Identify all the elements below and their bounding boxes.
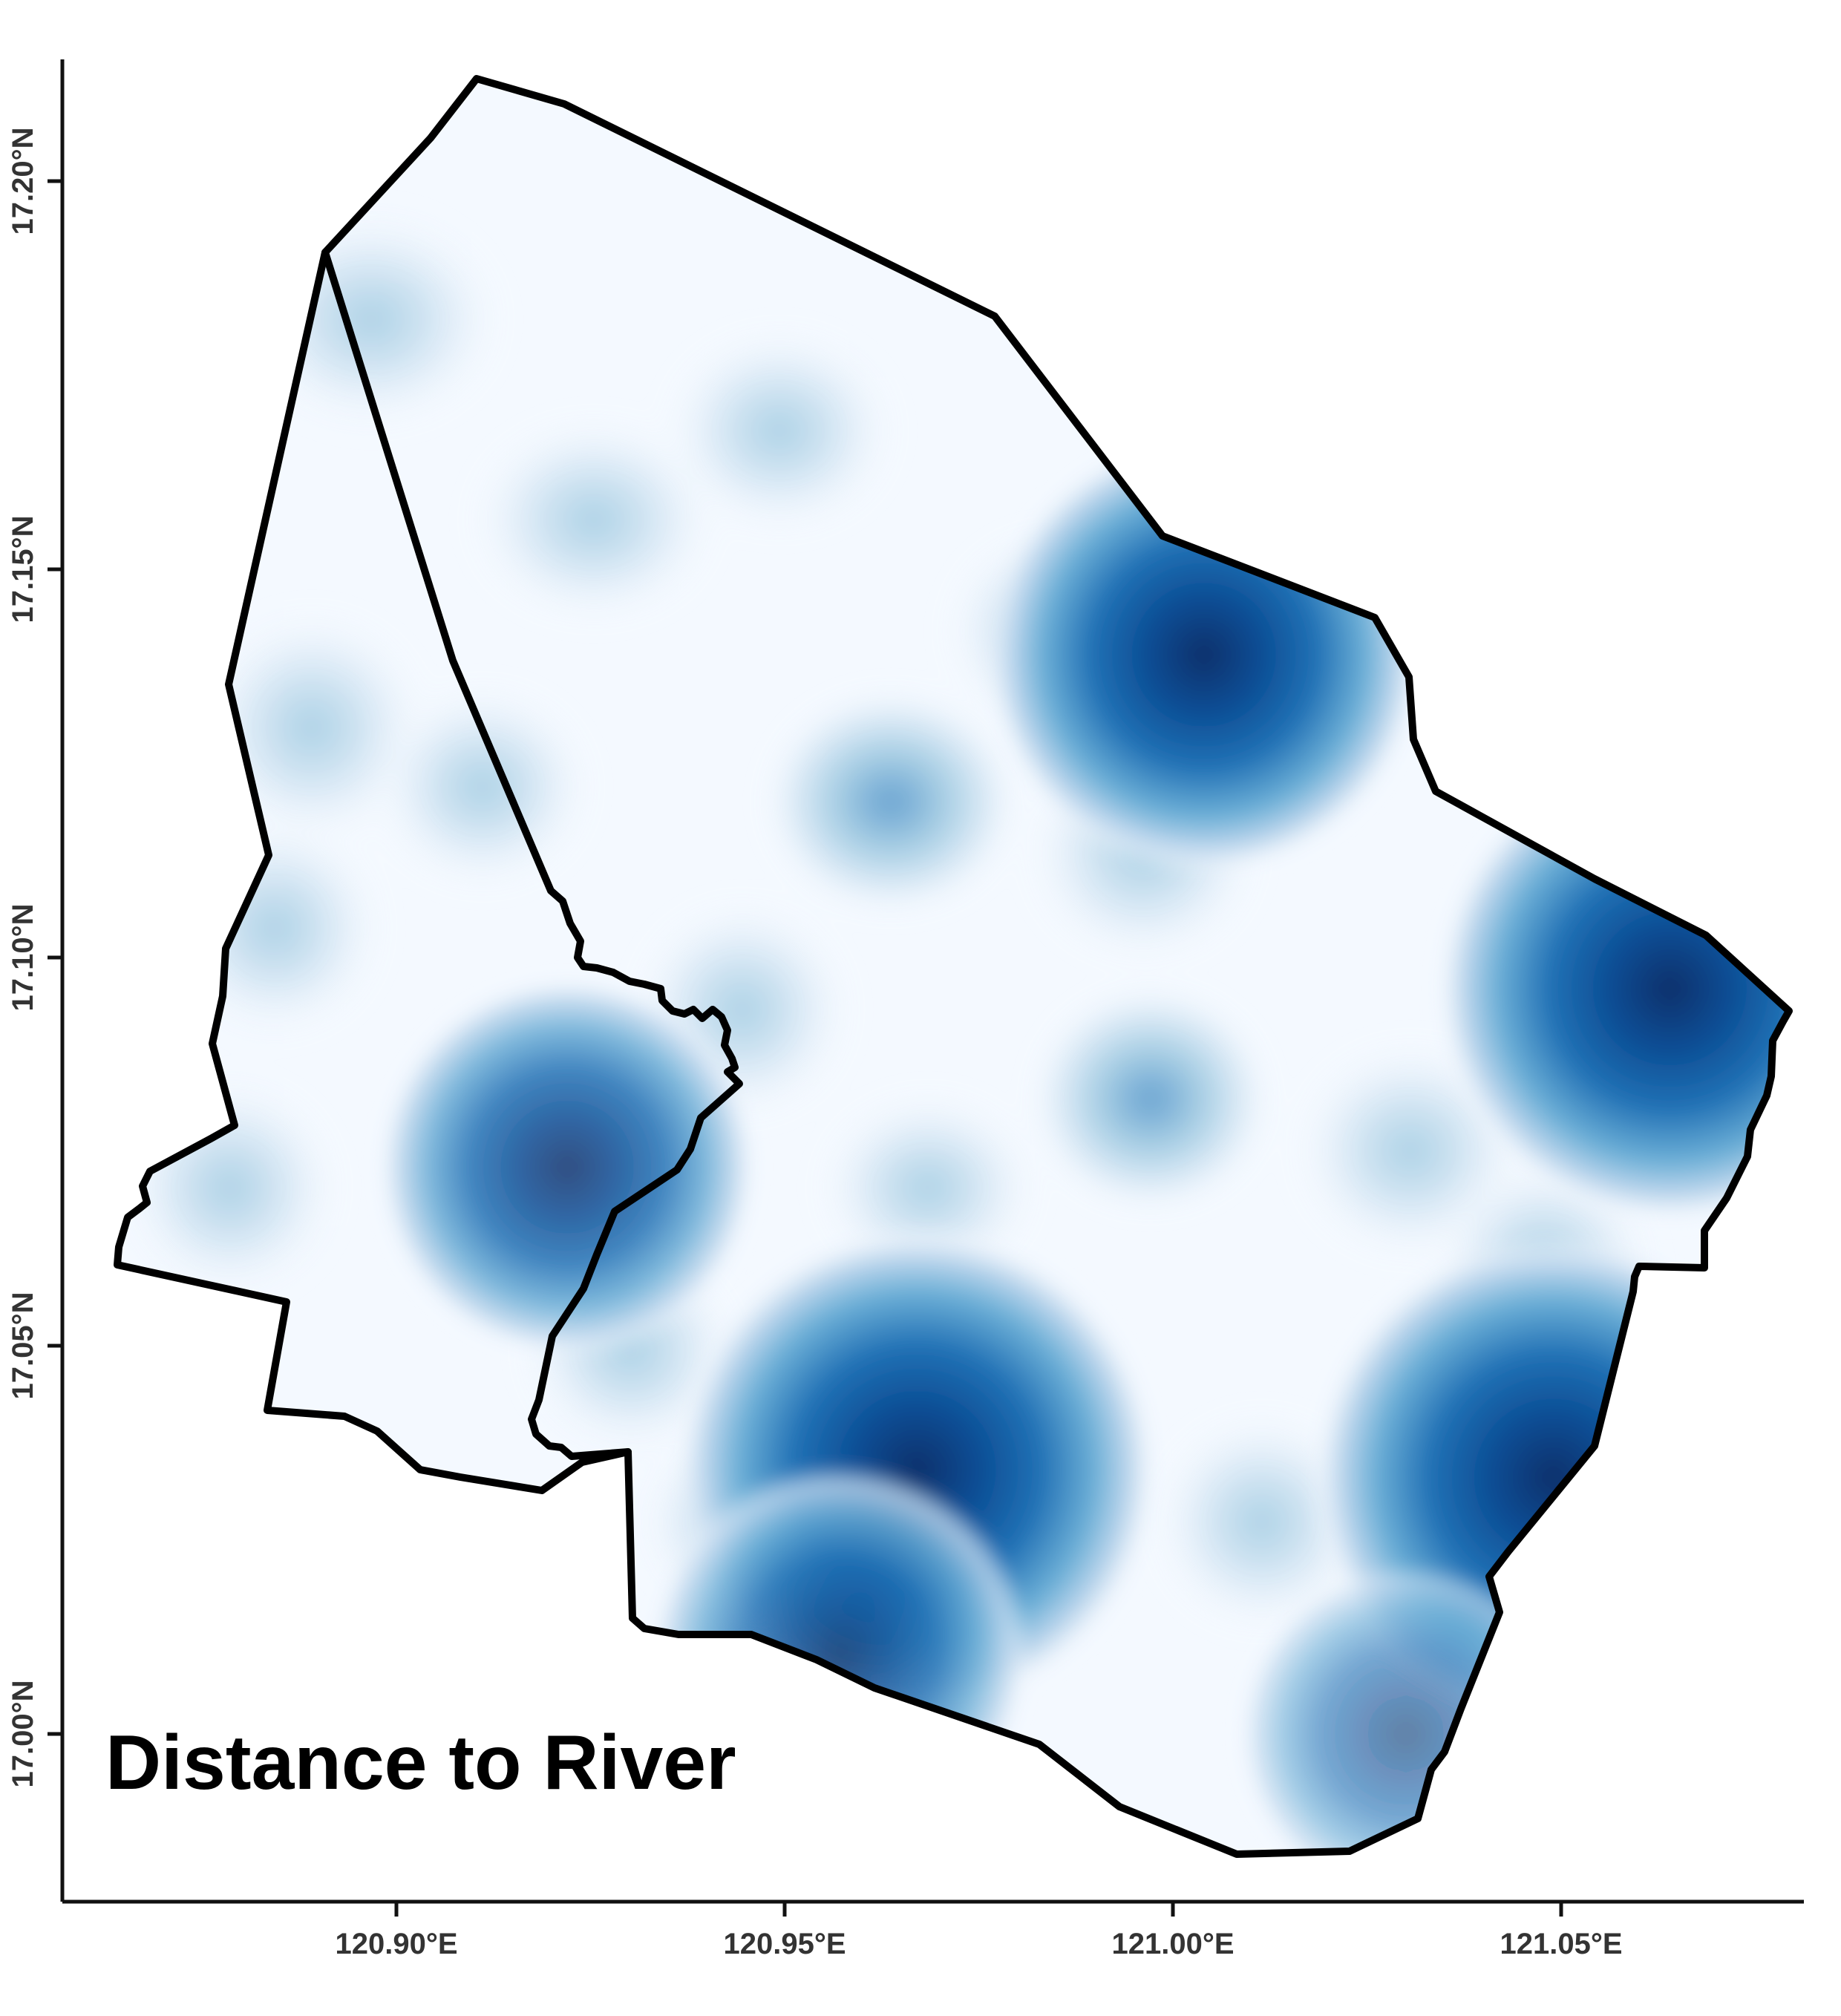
x-axis-ticks: 120.90°E 120.95°E 121.00°E 121.05°E (335, 1902, 1623, 1960)
x-tick-label: 120.90°E (335, 1928, 457, 1960)
x-tick-label: 121.00°E (1111, 1928, 1234, 1960)
axes: 120.90°E 120.95°E 121.00°E 121.05°E 17.00°N… (7, 59, 1804, 1960)
x-tick-label: 120.95°E (723, 1928, 846, 1960)
y-tick-label: 17.00°N (7, 1680, 39, 1788)
y-tick-label: 17.05°N (7, 1292, 39, 1400)
y-tick-label: 17.20°N (7, 128, 39, 235)
internal-boundary (321, 249, 743, 1460)
x-tick-label: 121.05°E (1500, 1928, 1622, 1960)
map-title: Distance to River (105, 1720, 736, 1806)
y-axis-ticks: 17.00°N 17.05°N 17.10°N 17.15°N 17.20°N (7, 128, 62, 1788)
boundaries (114, 75, 1793, 1858)
y-tick-label: 17.10°N (7, 904, 39, 1012)
municipality-boundary (114, 75, 1793, 1858)
y-tick-label: 17.15°N (7, 516, 39, 624)
